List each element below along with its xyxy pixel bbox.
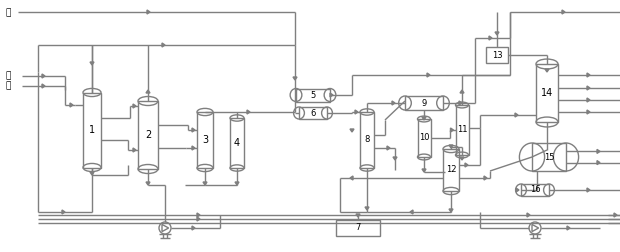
Polygon shape: [567, 226, 570, 230]
Polygon shape: [133, 104, 136, 108]
Text: 苯: 苯: [6, 9, 11, 17]
Bar: [336, 220, 380, 236]
Text: 11: 11: [457, 125, 467, 135]
Polygon shape: [235, 182, 239, 185]
Polygon shape: [459, 101, 462, 105]
Polygon shape: [449, 145, 453, 148]
Polygon shape: [562, 10, 565, 14]
Polygon shape: [330, 93, 333, 97]
Polygon shape: [197, 213, 200, 217]
Bar: [197, 112, 213, 168]
Text: 3: 3: [202, 135, 208, 145]
Text: 氢: 氢: [6, 81, 11, 90]
Polygon shape: [515, 113, 518, 117]
Polygon shape: [42, 84, 45, 88]
Bar: [536, 64, 558, 122]
Polygon shape: [133, 148, 136, 152]
Polygon shape: [587, 110, 590, 114]
Polygon shape: [597, 149, 600, 153]
Polygon shape: [192, 226, 195, 230]
Polygon shape: [489, 36, 492, 40]
Polygon shape: [247, 110, 250, 114]
Bar: [532, 143, 566, 171]
Polygon shape: [465, 163, 468, 167]
Bar: [299, 107, 327, 119]
Polygon shape: [587, 188, 590, 192]
Polygon shape: [545, 69, 549, 72]
Polygon shape: [355, 110, 358, 114]
Polygon shape: [70, 103, 73, 107]
Polygon shape: [614, 213, 617, 217]
Polygon shape: [62, 210, 65, 214]
Text: 9: 9: [422, 99, 427, 108]
Bar: [405, 96, 443, 110]
Polygon shape: [587, 86, 590, 90]
Polygon shape: [392, 101, 395, 105]
Polygon shape: [460, 90, 464, 93]
Text: 6: 6: [311, 109, 316, 117]
Polygon shape: [422, 169, 426, 172]
Text: 14: 14: [541, 88, 553, 98]
Polygon shape: [147, 10, 150, 14]
Bar: [296, 88, 330, 102]
Bar: [486, 47, 508, 63]
Polygon shape: [587, 73, 590, 77]
Polygon shape: [393, 157, 397, 160]
Bar: [521, 184, 549, 196]
Polygon shape: [192, 128, 195, 132]
Polygon shape: [451, 128, 453, 132]
Text: 7: 7: [355, 224, 361, 233]
Text: 15: 15: [544, 152, 554, 162]
Text: 4: 4: [234, 138, 240, 148]
Polygon shape: [90, 62, 94, 65]
Polygon shape: [587, 98, 590, 102]
Polygon shape: [460, 157, 464, 160]
Text: 13: 13: [492, 50, 502, 59]
Polygon shape: [192, 146, 195, 150]
Polygon shape: [350, 176, 353, 180]
Bar: [360, 112, 374, 168]
Bar: [456, 105, 469, 155]
Polygon shape: [427, 73, 430, 77]
Polygon shape: [597, 161, 600, 165]
Polygon shape: [387, 146, 390, 150]
Text: 5: 5: [311, 90, 316, 100]
Polygon shape: [410, 210, 413, 214]
Text: 16: 16: [529, 185, 540, 195]
Bar: [83, 92, 101, 168]
Polygon shape: [90, 172, 94, 175]
Polygon shape: [293, 77, 297, 80]
Polygon shape: [350, 129, 354, 132]
Polygon shape: [197, 217, 200, 221]
Bar: [138, 101, 158, 169]
Text: 2: 2: [145, 130, 151, 140]
Polygon shape: [146, 182, 150, 185]
Polygon shape: [365, 207, 369, 210]
Bar: [230, 118, 244, 168]
Bar: [417, 119, 430, 157]
Polygon shape: [484, 176, 487, 180]
Text: 氢: 氢: [6, 72, 11, 80]
Text: 10: 10: [418, 134, 429, 142]
Bar: [443, 149, 459, 191]
Polygon shape: [449, 209, 453, 212]
Text: 8: 8: [365, 136, 370, 144]
Polygon shape: [42, 74, 45, 78]
Text: 12: 12: [446, 166, 456, 174]
Polygon shape: [356, 214, 360, 217]
Polygon shape: [146, 90, 150, 93]
Polygon shape: [162, 43, 165, 47]
Polygon shape: [516, 188, 519, 192]
Polygon shape: [495, 32, 499, 35]
Text: 1: 1: [89, 125, 95, 135]
Polygon shape: [203, 182, 207, 185]
Polygon shape: [422, 117, 426, 120]
Polygon shape: [527, 213, 530, 217]
